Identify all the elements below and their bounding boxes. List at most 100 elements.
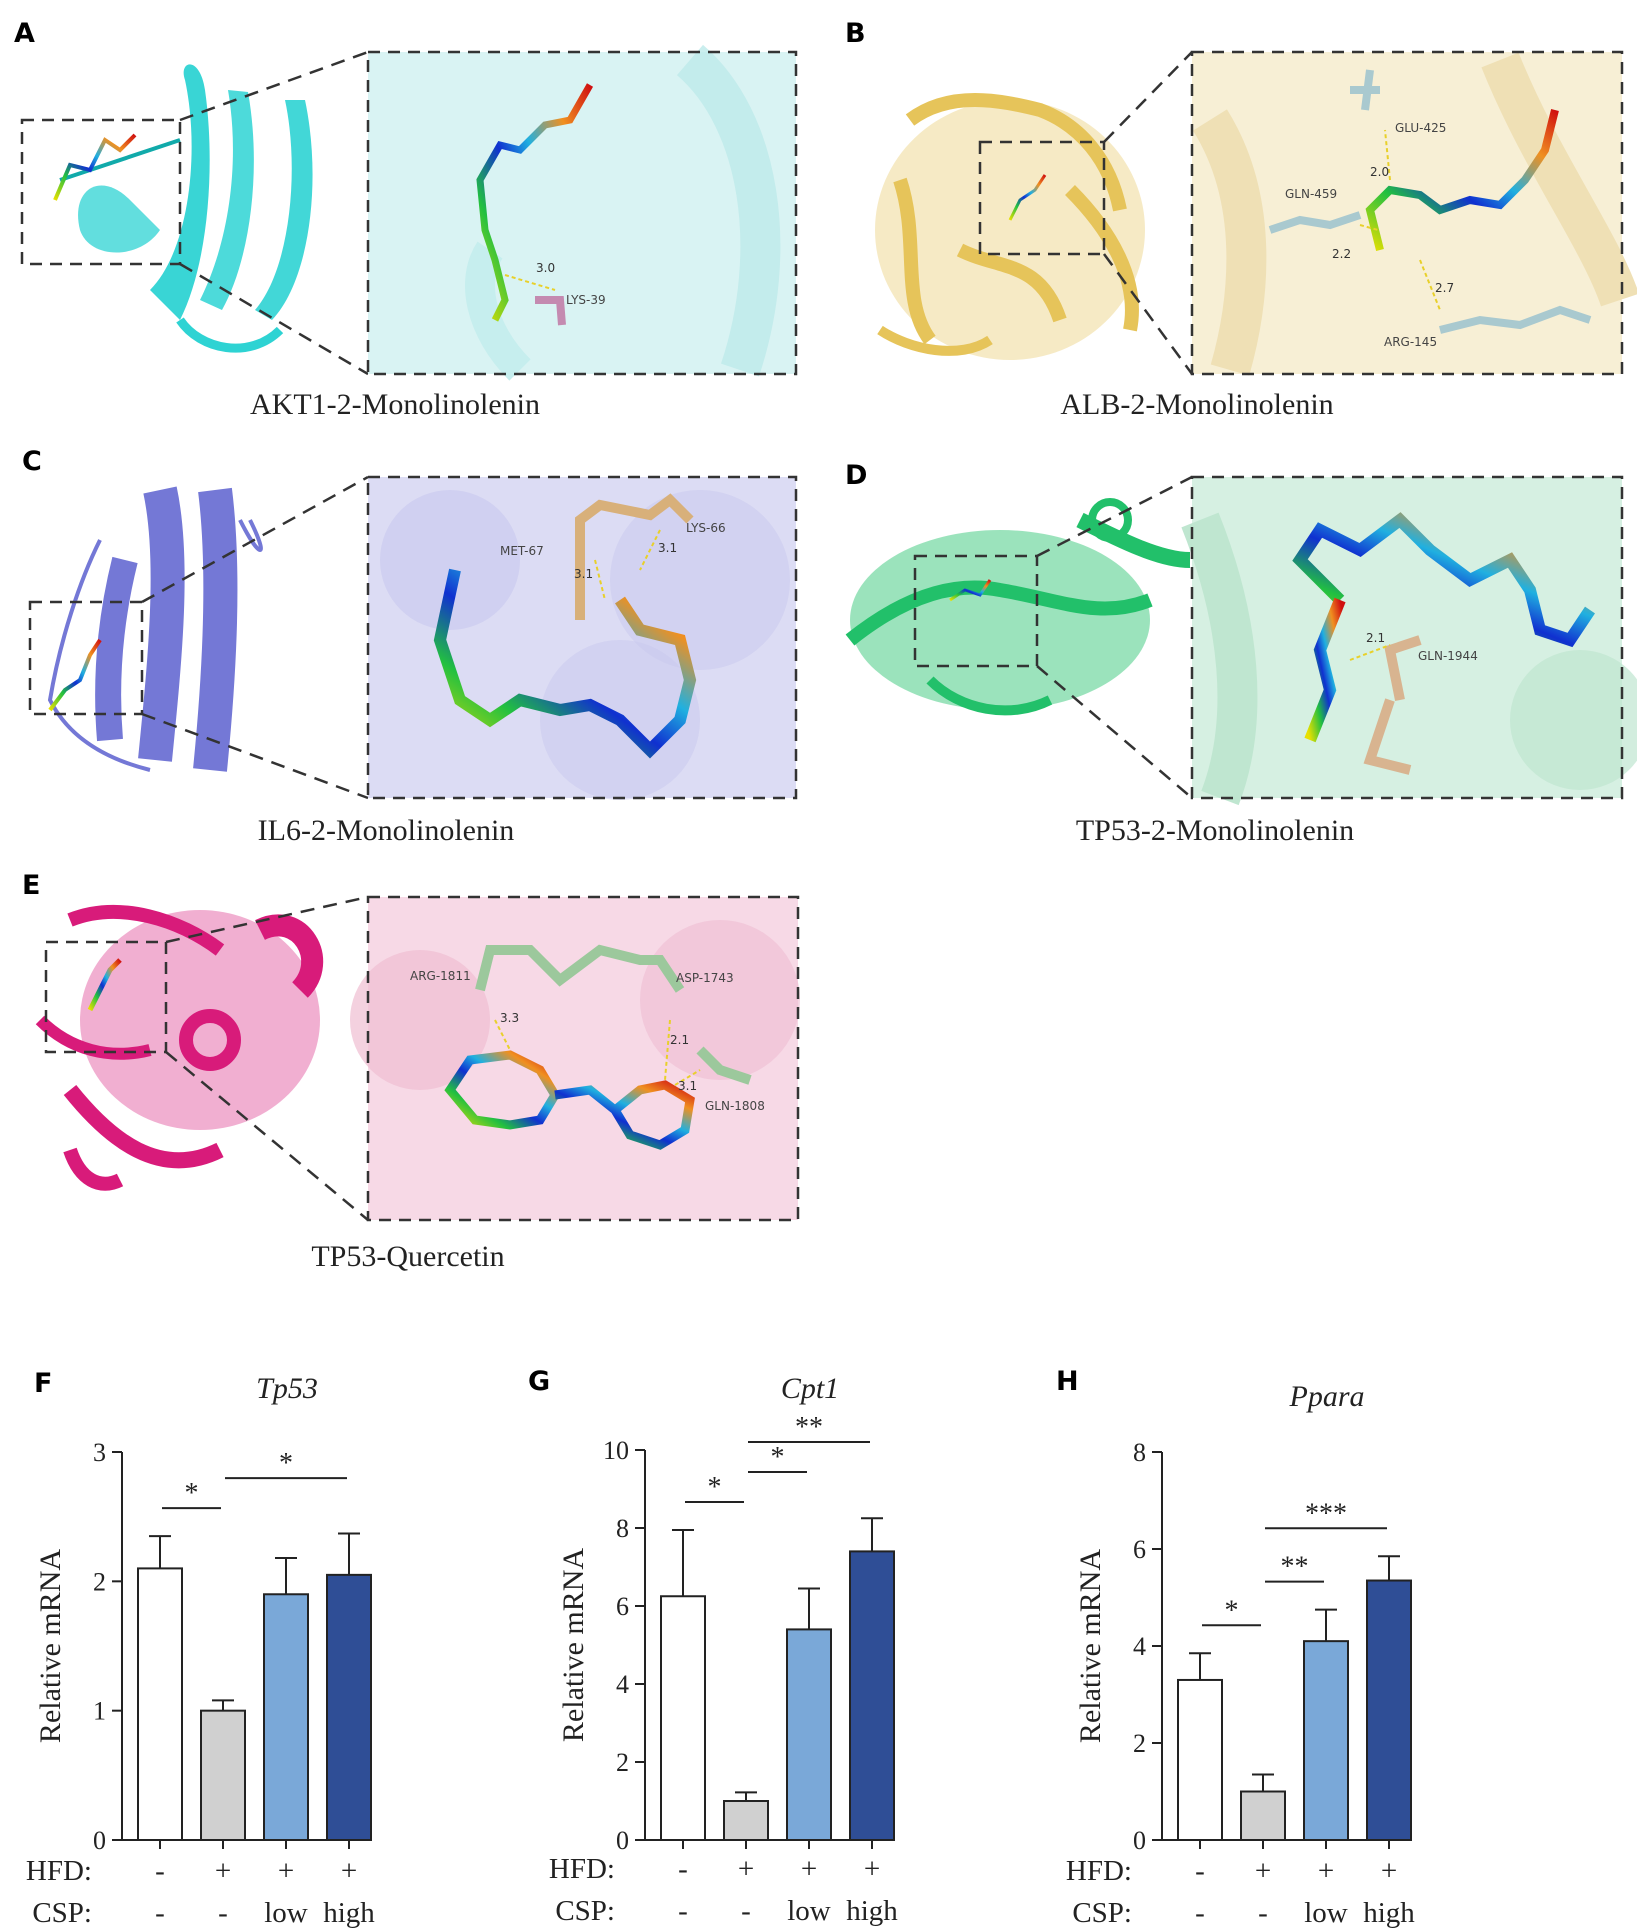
panel-c: C MET-67 3.1 LYS-66 3.1 IL6-2-Monolinole…: [22, 446, 798, 847]
panel-letter-h: H: [1056, 1366, 1079, 1397]
significance-label: **: [795, 1412, 823, 1443]
csp-value: high: [323, 1897, 375, 1929]
y-tick-label: 6: [1133, 1535, 1146, 1564]
hfd-value: +: [1318, 1855, 1334, 1887]
residue-label-c-2: LYS-66: [686, 521, 726, 535]
significance-label: *: [1225, 1595, 1239, 1626]
residue-stick-e-1: [475, 944, 685, 993]
y-axis-label: Relative mRNA: [34, 1549, 67, 1743]
y-tick-label: 4: [1133, 1632, 1146, 1661]
panel-d: D 2.1 GLN-1944 TP53-2-Monolinolenin: [845, 460, 1637, 847]
chart-title: Tp53: [256, 1372, 318, 1405]
y-tick-label: 2: [616, 1748, 629, 1777]
bar: [1303, 1640, 1349, 1842]
bar: [849, 1550, 895, 1842]
inset-frame-b: [1190, 50, 1624, 376]
protein-ribbon-c: [47, 486, 263, 772]
panel-letter-a: A: [14, 18, 35, 49]
residue-label-b-3: ARG-145: [1384, 335, 1437, 349]
panel-letter-e: E: [22, 870, 40, 901]
hfd-value: +: [801, 1853, 817, 1885]
caption-c: IL6-2-Monolinolenin: [258, 814, 515, 847]
bar: [786, 1628, 832, 1842]
y-tick-label: 8: [616, 1514, 629, 1543]
protein-ribbon-d: [845, 498, 1191, 716]
y-tick-label: 0: [616, 1826, 629, 1855]
zoom-box-b: [978, 140, 1106, 256]
caption-d: TP53-2-Monolinolenin: [1076, 814, 1354, 847]
bar: [326, 1573, 372, 1842]
y-axis-label: Relative mRNA: [557, 1548, 590, 1742]
chart-f: F Tp53 Relative mRNA 0 1 2 3 - - + - + low + high HFD: C…: [26, 1368, 375, 1929]
panel-letter-g: G: [528, 1366, 550, 1397]
residue-stick-e-2: [696, 1046, 752, 1085]
inset-frame-a: [366, 50, 798, 376]
hbond-distance-e-1: 3.3: [500, 1011, 519, 1025]
hbond-distance-e-2: 2.1: [670, 1033, 689, 1047]
residue-label-b-1: GLU-425: [1395, 121, 1446, 135]
caption-a: AKT1-2-Monolinolenin: [250, 388, 540, 421]
ligand-b: [1008, 174, 1047, 221]
hfd-row-label: HFD:: [1066, 1855, 1132, 1887]
zoom-box-c: [28, 600, 144, 716]
hbond-distance-b-1: 2.0: [1370, 165, 1389, 179]
chart-title: Cpt1: [781, 1372, 839, 1405]
hbond-distance-c-2: 3.1: [658, 541, 677, 555]
residue-label-e-1: ARG-1811: [410, 969, 471, 983]
panel-letter-f: F: [34, 1368, 52, 1399]
inset-background-b: [1192, 52, 1622, 374]
hbond-distance-b-2: 2.2: [1332, 247, 1351, 261]
csp-value: -: [1195, 1897, 1205, 1929]
protein-ribbon-e: [35, 905, 324, 1191]
csp-value: -: [741, 1895, 751, 1927]
residue-stick-a: [535, 296, 566, 326]
hfd-value: +: [278, 1855, 294, 1887]
inset-frame-d: [1190, 475, 1624, 800]
ligand-detail-d-2: [1304, 597, 1346, 743]
zoom-box-a: [20, 118, 182, 266]
csp-value: low: [264, 1897, 308, 1929]
bar: [660, 1595, 706, 1841]
significance-label: *: [185, 1478, 199, 1509]
protein-ribbon-a: [59, 64, 313, 353]
panel-e: E ARG-1811 3.3 ASP-1743 2.1 3.1 GLN-1808: [22, 870, 800, 1273]
chart-h: H Ppara Relative mRNA 0 2 4 6 8 - - + - + low + high HFD…: [1056, 1366, 1415, 1929]
y-tick-label: 0: [1133, 1826, 1146, 1855]
ligand-e: [87, 958, 122, 1012]
csp-row-label: CSP:: [1072, 1897, 1132, 1929]
csp-value: low: [1304, 1897, 1348, 1929]
hbond-distance-d: 2.1: [1366, 631, 1385, 645]
csp-value: -: [678, 1895, 688, 1927]
residue-label-e-2: ASP-1743: [676, 971, 734, 985]
csp-row-label: CSP:: [555, 1895, 615, 1927]
bar: [1177, 1678, 1223, 1841]
csp-value: high: [846, 1895, 898, 1927]
y-tick-label: 8: [1133, 1438, 1146, 1467]
y-tick-label: 6: [616, 1592, 629, 1621]
residue-label-a: LYS-39: [566, 293, 606, 307]
ligand-detail-a: [476, 83, 594, 322]
residue-label-c-1: MET-67: [500, 544, 544, 558]
zoom-box-d: [913, 554, 1039, 668]
ligand-detail-d-1: [1292, 512, 1595, 648]
ligand-detail-b: [1365, 109, 1559, 251]
y-tick-label: 2: [93, 1567, 106, 1596]
hfd-value: -: [1195, 1855, 1205, 1887]
y-tick-label: 0: [93, 1826, 106, 1855]
ligand-d: [949, 579, 992, 602]
hbond-distance-e-3: 3.1: [678, 1079, 697, 1093]
hfd-value: -: [155, 1855, 165, 1887]
hfd-value: +: [738, 1853, 754, 1885]
chart-title: Ppara: [1289, 1380, 1365, 1413]
hbond-distance-b-3: 2.7: [1435, 281, 1454, 295]
hfd-value: +: [1255, 1855, 1271, 1887]
csp-value: -: [218, 1897, 228, 1929]
significance-label: *: [708, 1472, 722, 1503]
panel-b: B GLU-425 2.0 GLN-459 2.2 ARG-145 2.7 AL…: [845, 18, 1637, 421]
bar: [200, 1709, 246, 1841]
significance-label: *: [279, 1448, 293, 1479]
y-axis-label: Relative mRNA: [1074, 1549, 1107, 1743]
hbond-distance-c-1: 3.1: [574, 567, 593, 581]
ligand-a: [53, 133, 137, 201]
